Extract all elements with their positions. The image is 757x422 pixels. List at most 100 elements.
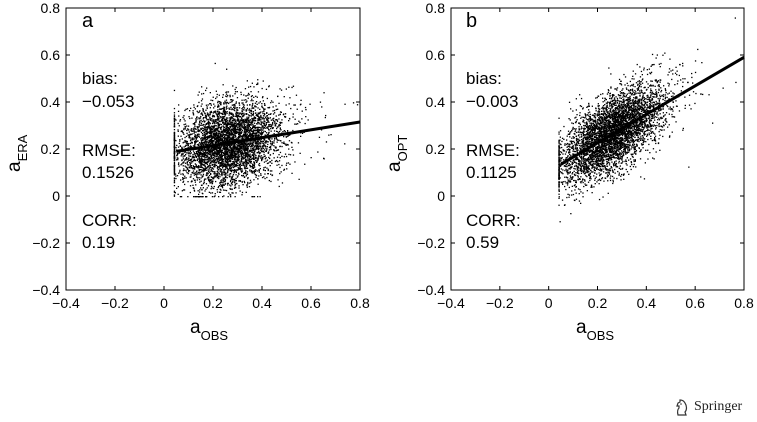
data-point-a bbox=[223, 109, 226, 112]
data-point-b bbox=[566, 139, 568, 141]
data-point-b bbox=[593, 133, 595, 136]
data-point-a bbox=[285, 164, 287, 166]
data-point-a bbox=[283, 141, 285, 143]
data-point-a bbox=[225, 108, 227, 110]
data-point-a bbox=[202, 144, 204, 146]
data-point-b bbox=[655, 142, 657, 145]
data-point-a bbox=[207, 148, 209, 150]
data-point-a bbox=[235, 180, 237, 182]
data-point-a bbox=[235, 138, 237, 140]
data-point-a bbox=[246, 126, 248, 128]
data-point-a bbox=[226, 140, 229, 143]
data-point-a bbox=[229, 108, 231, 110]
data-point-a bbox=[245, 95, 247, 97]
data-point-b bbox=[579, 178, 581, 180]
data-point-a bbox=[229, 125, 231, 128]
data-point-a bbox=[232, 166, 235, 169]
data-point-a bbox=[209, 158, 211, 160]
data-point-a bbox=[246, 157, 249, 159]
data-point-a bbox=[200, 160, 202, 162]
data-point-a bbox=[250, 142, 252, 144]
data-point-a bbox=[279, 113, 281, 116]
data-point-a bbox=[249, 153, 251, 155]
data-point-a bbox=[196, 179, 198, 181]
data-point-a bbox=[199, 196, 201, 198]
data-point-a bbox=[192, 178, 195, 180]
data-point-a bbox=[198, 101, 200, 104]
data-point-a bbox=[217, 158, 219, 161]
data-point-a bbox=[267, 173, 269, 175]
data-point-a bbox=[229, 136, 231, 138]
data-point-a bbox=[242, 145, 244, 147]
data-point-a bbox=[252, 125, 254, 127]
data-point-a bbox=[254, 145, 256, 148]
data-point-a bbox=[242, 184, 244, 186]
data-point-a bbox=[278, 139, 280, 141]
data-point-a bbox=[247, 130, 249, 132]
data-point-a bbox=[184, 126, 187, 128]
data-point-a bbox=[281, 182, 284, 184]
data-point-a bbox=[173, 169, 176, 171]
data-point-a bbox=[192, 113, 195, 115]
data-point-a bbox=[255, 161, 258, 163]
data-point-a bbox=[263, 103, 266, 105]
data-point-a bbox=[231, 184, 233, 186]
data-point-a bbox=[234, 119, 236, 121]
data-point-a bbox=[245, 101, 247, 103]
data-point-a bbox=[267, 126, 269, 128]
data-point-a bbox=[242, 153, 244, 155]
data-point-a bbox=[276, 164, 278, 166]
data-point-b bbox=[627, 151, 629, 153]
data-point-a bbox=[220, 184, 223, 187]
data-point-a bbox=[281, 155, 283, 157]
data-point-a bbox=[221, 135, 223, 137]
data-point-a bbox=[207, 170, 210, 173]
data-point-a bbox=[257, 107, 259, 109]
data-point-a bbox=[215, 175, 218, 177]
data-point-a bbox=[224, 113, 227, 115]
data-point-a bbox=[253, 122, 256, 124]
data-point-a bbox=[239, 121, 241, 123]
data-point-a bbox=[238, 112, 240, 114]
data-point-a bbox=[213, 120, 215, 122]
data-point-a bbox=[292, 149, 294, 151]
data-point-a bbox=[182, 174, 184, 176]
data-point-a bbox=[173, 190, 176, 192]
data-point-a bbox=[238, 122, 240, 125]
data-point-a bbox=[230, 179, 232, 182]
data-point-a bbox=[199, 155, 201, 157]
data-point-a bbox=[217, 174, 219, 176]
data-point-a bbox=[263, 161, 266, 163]
data-point-a bbox=[241, 171, 243, 173]
data-point-a bbox=[235, 115, 238, 117]
data-point-a bbox=[224, 189, 226, 191]
data-point-a bbox=[248, 86, 250, 88]
data-point-a bbox=[213, 187, 215, 190]
data-point-a bbox=[206, 155, 209, 157]
data-point-a bbox=[259, 129, 262, 131]
data-point-a bbox=[241, 110, 243, 112]
data-point-a bbox=[215, 154, 218, 156]
data-point-a bbox=[231, 129, 233, 131]
data-point-a bbox=[225, 123, 227, 125]
data-point-a bbox=[216, 153, 218, 155]
data-point-a bbox=[257, 156, 260, 158]
data-point-a bbox=[223, 184, 225, 186]
data-point-a bbox=[208, 171, 210, 173]
data-point-b bbox=[629, 137, 631, 140]
data-point-a bbox=[219, 163, 222, 165]
data-point-a bbox=[258, 112, 260, 114]
data-point-a bbox=[226, 177, 228, 179]
data-point-a bbox=[256, 161, 258, 163]
data-point-a bbox=[241, 174, 243, 177]
data-point-a bbox=[262, 144, 265, 146]
data-point-a bbox=[203, 154, 205, 156]
data-point-a bbox=[199, 150, 201, 152]
data-point-a bbox=[280, 171, 282, 173]
data-point-a bbox=[323, 157, 325, 159]
data-point-a bbox=[229, 187, 231, 190]
data-point-a bbox=[226, 148, 228, 150]
data-point-a bbox=[234, 130, 236, 132]
data-point-a bbox=[218, 172, 220, 174]
data-point-a bbox=[193, 104, 195, 106]
